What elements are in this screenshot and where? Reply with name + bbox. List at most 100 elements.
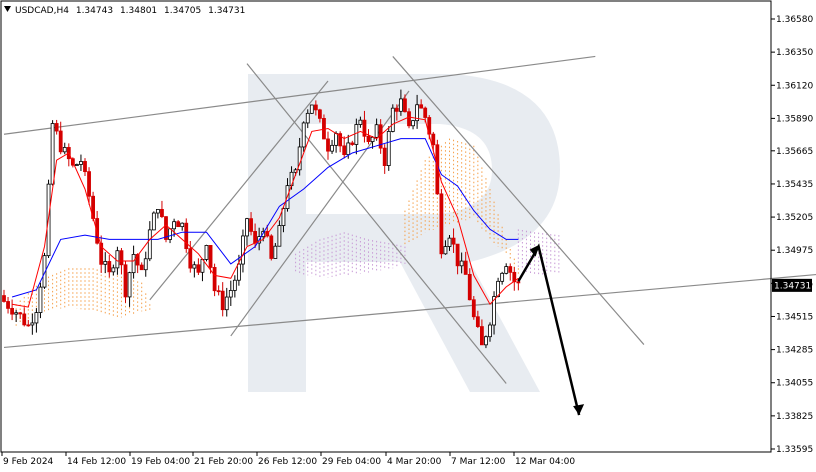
y-tick-label: 1.34975: [776, 246, 813, 256]
candle-body: [366, 135, 371, 142]
ichimoku-cloud: [15, 138, 560, 326]
candle-body: [62, 147, 67, 153]
forecast-arrowhead-up-icon: [529, 244, 540, 257]
trendlines: [3, 55, 816, 384]
candle-body: [34, 312, 39, 324]
time-axis: 9 Feb 2024 14 Feb 12:00 19 Feb 04:00 21 Feb…: [1, 452, 575, 467]
open-value: 1.34743: [76, 6, 113, 16]
candle-body: [326, 138, 330, 152]
candle-body: [224, 296, 229, 311]
candle-body: [415, 104, 420, 122]
candle-body: [18, 312, 23, 315]
candle-body: [164, 216, 168, 240]
trendline: [149, 80, 329, 301]
candle-body: [273, 245, 278, 259]
candle-body: [471, 299, 476, 318]
candle-body: [500, 272, 505, 282]
candle-body: [245, 218, 249, 237]
candle-body: [508, 266, 513, 273]
x-tick-label: 14 Feb 12:00: [67, 457, 126, 467]
candle-body: [350, 142, 355, 145]
candle-body: [172, 221, 177, 230]
candle-body: [346, 142, 351, 155]
x-tick-label: 26 Feb 12:00: [258, 457, 317, 467]
ichimoku-lines: [11, 116, 519, 308]
y-tick-label: 1.33825: [776, 412, 813, 422]
candle-body: [151, 212, 156, 231]
y-tick-label: 1.33595: [776, 445, 813, 455]
candle-body: [403, 98, 407, 113]
x-tick-label: 4 Mar 20:00: [387, 457, 442, 467]
y-tick-label: 1.35890: [776, 114, 813, 124]
candle-body: [374, 124, 379, 138]
forecast-arrowhead-icon: [573, 404, 585, 416]
candle-body: [232, 279, 237, 291]
candle-body: [277, 225, 282, 247]
candle-body: [496, 280, 501, 297]
candle-body: [103, 261, 108, 265]
candle-body: [467, 274, 472, 301]
candle-body: [168, 228, 172, 240]
candle-body: [459, 260, 464, 267]
candle-body: [54, 123, 59, 132]
candle-body: [58, 130, 63, 153]
candle-body: [447, 237, 452, 247]
candle-body: [180, 222, 185, 228]
candle-body: [504, 266, 509, 274]
candle-body: [382, 147, 387, 166]
candle-body: [475, 316, 480, 327]
candle-body: [338, 133, 343, 147]
candle-body: [407, 111, 411, 127]
kijun-line: [11, 138, 519, 298]
candle-body: [488, 324, 492, 338]
current-price-tag: 1.34731: [772, 278, 812, 292]
candle-body: [123, 264, 128, 298]
candle-body: [139, 264, 144, 271]
candle-body: [176, 221, 181, 228]
candle-body: [362, 119, 367, 137]
y-tick-label: 1.36120: [776, 81, 813, 91]
watermark-logo: [248, 74, 560, 392]
candle-body: [115, 250, 120, 269]
candle-body: [492, 296, 496, 326]
candle-body: [451, 237, 456, 245]
candle-body: [87, 171, 91, 197]
candle-body: [443, 246, 448, 255]
candle-body: [317, 109, 322, 119]
candle-body: [111, 267, 116, 273]
dropdown-triangle-icon[interactable]: [4, 6, 11, 12]
candle-body: [22, 313, 27, 326]
candle-body: [212, 267, 217, 292]
y-tick-label: 1.36350: [776, 48, 813, 58]
x-tick-label: 7 Mar 12:00: [451, 457, 506, 467]
candle-body: [10, 307, 15, 315]
candle-body: [184, 222, 189, 250]
candle-body: [305, 112, 310, 124]
candle-body: [131, 254, 136, 274]
candle-body: [370, 136, 375, 142]
x-tick-label: 12 Mar 04:00: [515, 457, 575, 467]
y-tick-label: 1.34285: [776, 346, 813, 356]
candle-body: [386, 131, 391, 166]
candle-body: [334, 133, 339, 146]
candle-body: [147, 229, 152, 260]
candle-body: [439, 193, 444, 255]
candle-body: [127, 272, 132, 298]
candle-body: [390, 107, 395, 132]
candle-body: [281, 208, 286, 226]
candle-body: [192, 264, 197, 269]
candles: [2, 89, 521, 349]
candle-body: [301, 122, 306, 148]
candle-body: [419, 104, 424, 109]
candle-body: [455, 243, 460, 267]
candle-body: [107, 261, 112, 273]
trendline: [246, 63, 507, 384]
candle-body: [342, 145, 347, 155]
y-tick-label: 1.35665: [776, 147, 813, 157]
candle-body: [204, 245, 209, 260]
candle-body: [313, 104, 318, 111]
candle-body: [411, 120, 415, 127]
x-tick-label: 19 Feb 04:00: [131, 457, 190, 467]
